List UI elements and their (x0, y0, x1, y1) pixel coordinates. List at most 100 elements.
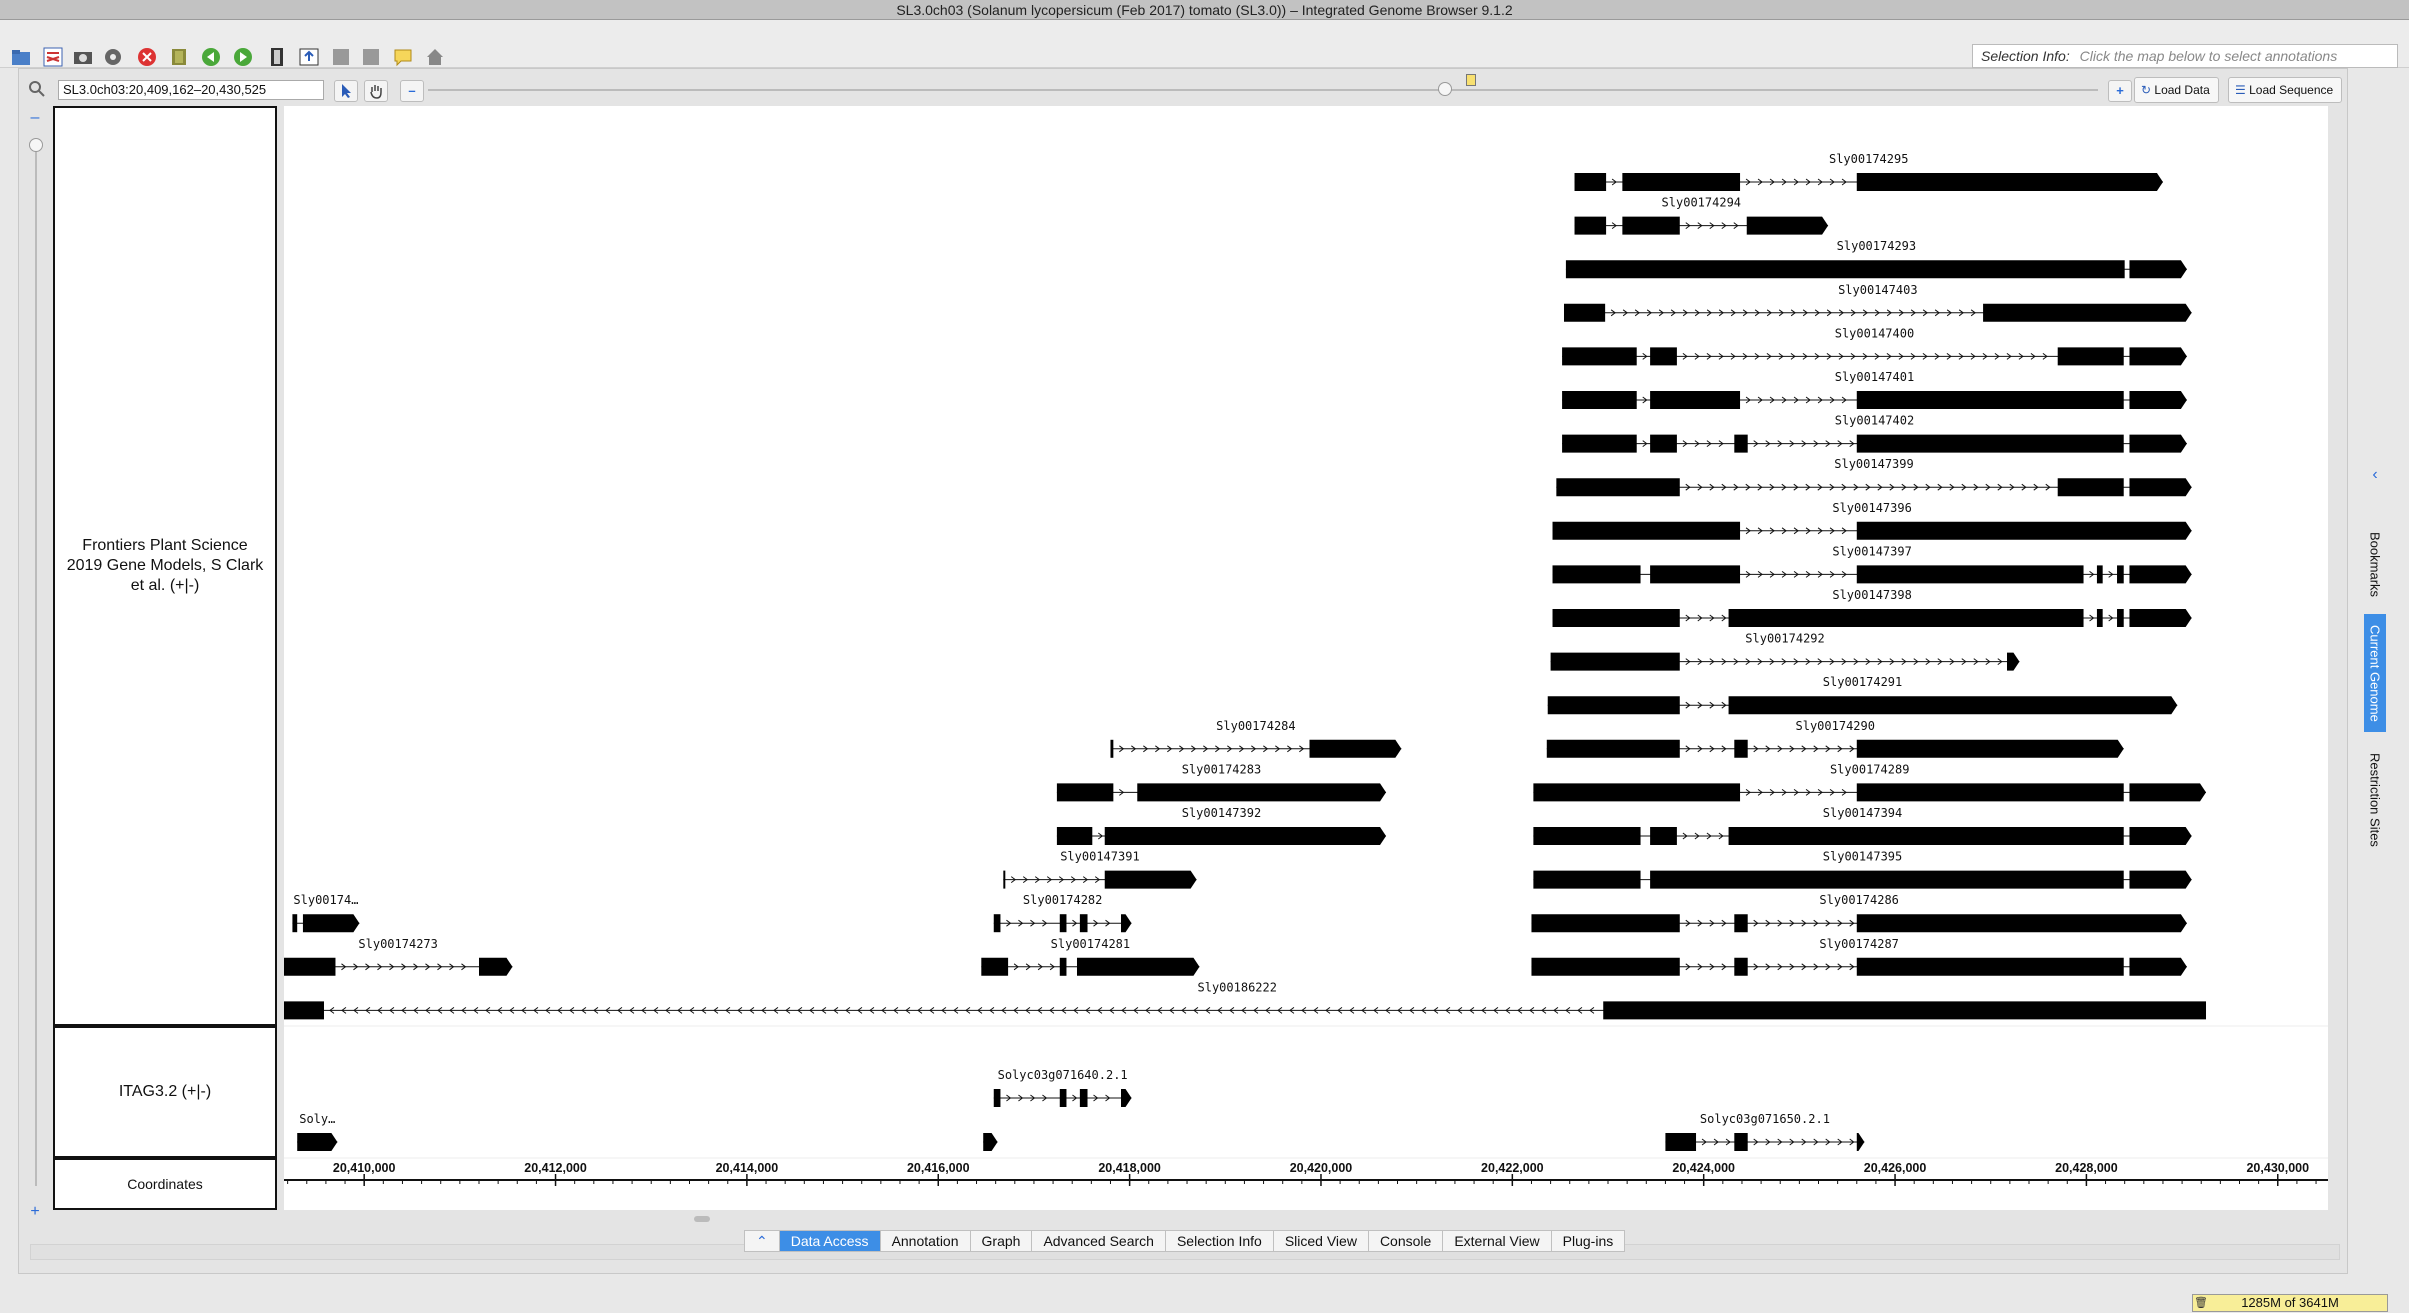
tab-plug-ins[interactable]: Plug-ins (1551, 1230, 1626, 1252)
exon-block (2129, 434, 2187, 453)
track-label-frontiers[interactable]: Frontiers Plant Science 2019 Gene Models… (53, 106, 277, 1026)
tab-current-genome[interactable]: Current Genome (2364, 614, 2386, 732)
gene-Sly00174290[interactable]: Sly00174290 (1546, 719, 2124, 758)
tab-console[interactable]: Console (1368, 1230, 1444, 1252)
track-label-itag[interactable]: ITAG3.2 (+|-) (53, 1026, 277, 1158)
gene-Sly00174273[interactable]: Sly00174273 (284, 937, 513, 976)
trash-icon[interactable]: 🗑 (2194, 1297, 2208, 1309)
gear-icon[interactable] (100, 44, 126, 70)
bookmark-book-icon[interactable] (166, 44, 192, 70)
gene-Sly00147400[interactable]: Sly00147400 (1562, 326, 2187, 366)
gene-Sly00174295[interactable]: Sly00174295 (1574, 152, 2163, 191)
genome-view-svg[interactable]: Sly00174295 Sly00174294 Sly00174293 Sly0014… (284, 106, 2328, 1210)
tab-graph[interactable]: Graph (970, 1230, 1033, 1252)
vertical-zoom-slider[interactable] (35, 142, 37, 1186)
gene-Sly00174287[interactable]: Sly00174287 (1531, 937, 2187, 976)
horizontal-zoom-out-button[interactable]: – (400, 80, 424, 102)
vertical-zoom-out-button[interactable]: – (30, 109, 40, 126)
search-icon[interactable] (26, 80, 48, 102)
gene-Sly00147394[interactable]: Sly00147394 (1533, 806, 2192, 845)
strand-arrow (1757, 178, 1763, 186)
tab-annotation[interactable]: Annotation (880, 1230, 971, 1252)
gene-Sly00147391[interactable]: Sly00147391 (1003, 850, 1197, 889)
gene-Sly00186222[interactable]: Sly00186222 (284, 980, 2207, 1020)
gene-Sly00174292[interactable]: Sly00174292 (1550, 632, 2020, 671)
gene-Sly00147403[interactable]: Sly00147403 (1563, 283, 2192, 322)
gene-Sly00147395[interactable]: Sly00147395 (1533, 850, 2192, 889)
strand-arrow (1251, 745, 1257, 753)
vertical-zoom-in-button[interactable]: + (30, 1203, 40, 1220)
gene-Sly00174289[interactable]: Sly00174289 (1533, 762, 2207, 802)
strand-arrow (1697, 483, 1703, 491)
gene-Solyc03g071650.2.1[interactable]: Solyc03g071650.2.1 (1665, 1112, 1865, 1151)
strand-arrow (1813, 963, 1819, 971)
strand-arrow (941, 1007, 947, 1014)
gene-Sly00174284[interactable]: Sly00174284 (1110, 719, 1402, 758)
strand-arrow (1801, 745, 1807, 753)
tab-data-access[interactable]: Data Access (779, 1230, 881, 1252)
gene-Sly00147398[interactable]: Sly00147398 (1552, 588, 2192, 627)
gene-Solyc03g071640.2.1[interactable]: Solyc03g071640.2.1 (993, 1068, 1132, 1107)
gene-Sly00147399[interactable]: Sly00147399 (1556, 457, 2192, 497)
zoom-marker-icon[interactable] (1466, 74, 1476, 86)
strand-arrow (2045, 483, 2051, 491)
gene-Sly00174281[interactable]: Sly00174281 (981, 937, 1200, 976)
strand-arrow (1946, 309, 1952, 317)
gene-Soly[interactable]: Soly… (297, 1112, 338, 1151)
share-icon[interactable] (40, 44, 66, 70)
tab-selection-info[interactable]: Selection Info (1165, 1230, 1274, 1252)
gene-Sly00147396[interactable]: Sly00147396 (1552, 501, 2192, 540)
home-icon[interactable] (422, 44, 448, 70)
forward-arrow-icon[interactable] (230, 44, 256, 70)
gene-Sly00147401[interactable]: Sly00147401 (1562, 370, 2187, 409)
gene-Sly00174293[interactable]: Sly00174293 (1565, 239, 2187, 279)
back-arrow-icon[interactable] (198, 44, 224, 70)
gene-Sly00174286[interactable]: Sly00174286 (1531, 893, 2187, 933)
horizontal-scrollbar-thumb[interactable] (694, 1216, 710, 1222)
export-icon[interactable] (296, 44, 322, 70)
gene-unnamed[interactable] (983, 1133, 998, 1151)
tab-bookmarks[interactable]: Bookmarks (2367, 532, 2383, 598)
hand-pan-icon[interactable] (364, 80, 388, 102)
strand-arrow (845, 1007, 851, 1014)
load-sequence-button[interactable]: ☰ Load Sequence (2228, 77, 2343, 103)
gene-Sly00147402[interactable]: Sly00147402 (1562, 414, 2187, 453)
grey-square-icon[interactable] (328, 44, 354, 70)
gene-Sly00174291[interactable]: Sly00174291 (1547, 675, 2178, 715)
gene-Sly00174282[interactable]: Sly00174282 (993, 893, 1132, 933)
tab-sliced-view[interactable]: Sliced View (1273, 1230, 1369, 1252)
horizontal-zoom-in-button[interactable]: + (2108, 80, 2132, 102)
location-input[interactable]: SL3.0ch03:20,409,162–20,430,525 (58, 80, 324, 100)
strand-arrow (1825, 919, 1831, 927)
horizontal-zoom-slider-thumb[interactable] (1438, 82, 1452, 96)
speech-bubble-icon[interactable] (390, 44, 416, 70)
stop-icon[interactable] (134, 44, 160, 70)
strand-arrow (1181, 1007, 1187, 1014)
select-arrow-icon[interactable] (334, 80, 358, 102)
exon-block (292, 914, 298, 933)
track-label-coordinates[interactable]: Coordinates (53, 1158, 277, 1210)
vertical-zoom-slider-thumb[interactable] (29, 138, 43, 152)
genome-canvas[interactable]: Sly00174295 Sly00174294 Sly00174293 Sly0014… (284, 106, 2328, 1210)
horizontal-zoom-slider[interactable] (428, 89, 2098, 91)
camera-icon[interactable] (70, 44, 96, 70)
gene-Sly00174283[interactable]: Sly00174283 (1056, 762, 1387, 802)
gene-Sly00174294[interactable]: Sly00174294 (1574, 196, 1829, 235)
strand-arrow (1765, 745, 1771, 753)
grey-square-icon[interactable] (358, 44, 384, 70)
strand-arrow (653, 1007, 659, 1014)
exon-block (993, 1089, 1001, 1107)
strand-arrow (821, 1007, 827, 1014)
gene-Sly00147392[interactable]: Sly00147392 (1056, 806, 1387, 845)
tab-advanced-search[interactable]: Advanced Search (1032, 1230, 1166, 1252)
load-data-button[interactable]: ↻ Load Data (2134, 77, 2219, 103)
collapse-panel-button[interactable]: ⌃ (744, 1230, 780, 1252)
open-folder-icon[interactable] (8, 44, 34, 70)
collapse-sidebar-icon[interactable]: ‹ (2372, 466, 2378, 483)
tab-restriction-sites[interactable]: Restriction Sites (2367, 753, 2383, 847)
gene-Sly00147397[interactable]: Sly00147397 (1552, 544, 2192, 584)
film-icon[interactable] (264, 44, 290, 70)
tab-external-view[interactable]: External View (1443, 1230, 1552, 1252)
strand-arrow (809, 1007, 815, 1014)
gene-Sly00174[interactable]: Sly00174… (292, 893, 360, 933)
